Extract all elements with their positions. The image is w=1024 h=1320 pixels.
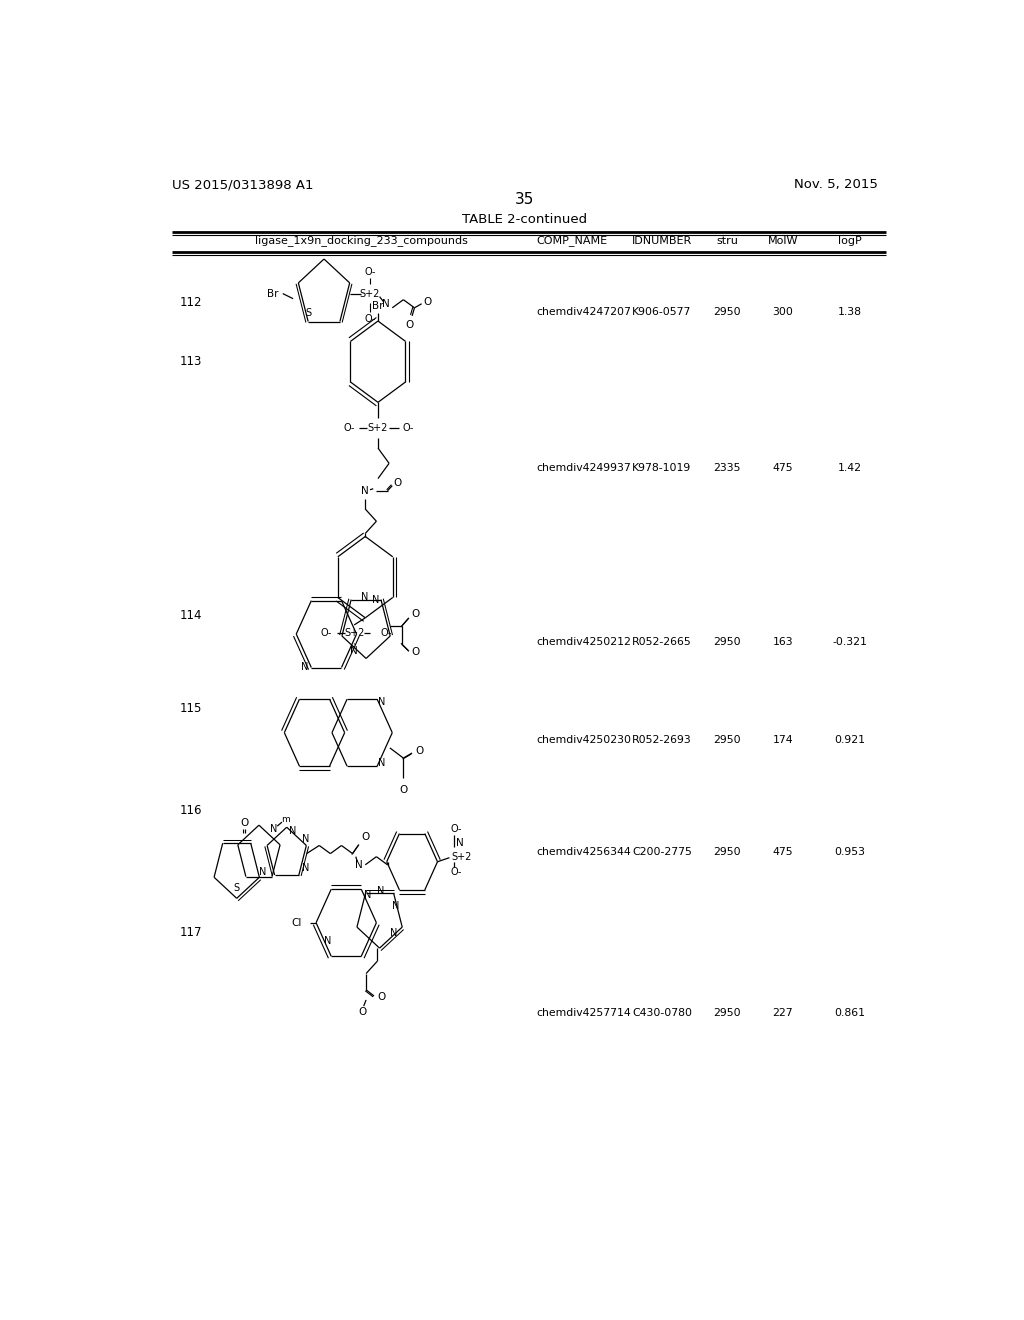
Text: 2950: 2950 [714,638,741,647]
Text: O: O [415,746,423,756]
Text: O: O [393,478,402,487]
Text: K978-1019: K978-1019 [632,463,691,474]
Text: R052-2693: R052-2693 [632,735,691,744]
Text: 116: 116 [179,804,202,817]
Text: N: N [456,838,464,849]
Text: N: N [350,647,358,656]
Text: 114: 114 [179,609,202,622]
Text: 2950: 2950 [714,846,741,857]
Text: 0.921: 0.921 [835,735,865,744]
Text: O-: O- [365,314,376,323]
Text: N: N [378,758,386,768]
Text: N: N [269,824,276,834]
Text: N: N [302,863,309,873]
Text: chemdiv4257714: chemdiv4257714 [537,1008,632,1018]
Text: N: N [382,298,390,309]
Text: -0.321: -0.321 [833,638,867,647]
Text: S+2: S+2 [344,628,365,638]
Text: K906-0577: K906-0577 [632,306,691,317]
Text: 475: 475 [772,463,793,474]
Text: O: O [358,1007,367,1018]
Text: 227: 227 [772,1008,793,1018]
Text: S: S [233,883,240,894]
Text: O: O [361,833,370,842]
Text: chemdiv4250230: chemdiv4250230 [537,735,632,744]
Text: N: N [324,936,331,946]
Text: N: N [390,928,397,939]
Text: N: N [355,859,362,870]
Text: stru: stru [716,236,738,246]
Text: O: O [412,647,420,657]
Text: N: N [378,697,386,708]
Text: S+2: S+2 [359,289,380,298]
Text: S+2: S+2 [451,851,471,862]
Text: S: S [305,308,311,318]
Text: COMP_NAME: COMP_NAME [537,235,608,247]
Text: O-: O- [402,422,414,433]
Text: O-: O- [380,628,391,638]
Text: 0.861: 0.861 [835,1008,865,1018]
Text: O: O [241,818,249,828]
Text: O: O [412,609,420,619]
Text: 2950: 2950 [714,306,741,317]
Text: chemdiv4247207: chemdiv4247207 [537,306,632,317]
Text: O: O [399,784,408,795]
Text: 117: 117 [179,925,202,939]
Text: O: O [406,319,414,330]
Text: N: N [259,867,266,876]
Text: N: N [301,661,308,672]
Text: 1.38: 1.38 [839,306,862,317]
Text: Br: Br [267,289,279,298]
Text: N: N [289,826,297,837]
Text: N: N [364,890,372,900]
Text: US 2015/0313898 A1: US 2015/0313898 A1 [172,178,313,191]
Text: 2950: 2950 [714,735,741,744]
Text: m: m [282,814,290,824]
Text: IDNUMBER: IDNUMBER [632,236,692,246]
Text: 115: 115 [179,702,202,715]
Text: 113: 113 [179,355,202,367]
Text: N: N [360,593,368,602]
Text: 0.953: 0.953 [835,846,865,857]
Text: chemdiv4256344: chemdiv4256344 [537,846,632,857]
Text: N: N [372,594,379,605]
Text: 1.42: 1.42 [839,463,862,474]
Text: chemdiv4250212: chemdiv4250212 [537,638,632,647]
Text: 112: 112 [179,296,202,309]
Text: R052-2665: R052-2665 [632,638,691,647]
Text: N: N [392,902,399,912]
Text: Nov. 5, 2015: Nov. 5, 2015 [794,178,878,191]
Text: 300: 300 [772,306,794,317]
Text: Br: Br [373,301,384,310]
Text: C200-2775: C200-2775 [632,846,692,857]
Text: 2335: 2335 [714,463,741,474]
Text: C430-0780: C430-0780 [632,1008,692,1018]
Text: TABLE 2-continued: TABLE 2-continued [462,213,588,226]
Text: ligase_1x9n_docking_233_compounds: ligase_1x9n_docking_233_compounds [255,235,468,247]
Text: O: O [423,297,431,306]
Text: logP: logP [839,236,862,246]
Text: S+2: S+2 [368,422,388,433]
Text: N: N [378,886,385,896]
Text: N: N [361,486,370,496]
Text: chemdiv4249937: chemdiv4249937 [537,463,632,474]
Text: N: N [302,834,309,845]
Text: 2950: 2950 [714,1008,741,1018]
Text: O-: O- [451,824,463,834]
Text: 475: 475 [772,846,793,857]
Text: MolW: MolW [767,236,798,246]
Text: O-: O- [451,867,463,876]
Text: O: O [377,991,385,1002]
Text: 163: 163 [772,638,793,647]
Text: O-: O- [344,422,355,433]
Text: O-: O- [321,628,332,638]
Text: 35: 35 [515,191,535,206]
Text: 174: 174 [772,735,793,744]
Text: Cl: Cl [292,917,302,928]
Text: O-: O- [365,267,376,277]
